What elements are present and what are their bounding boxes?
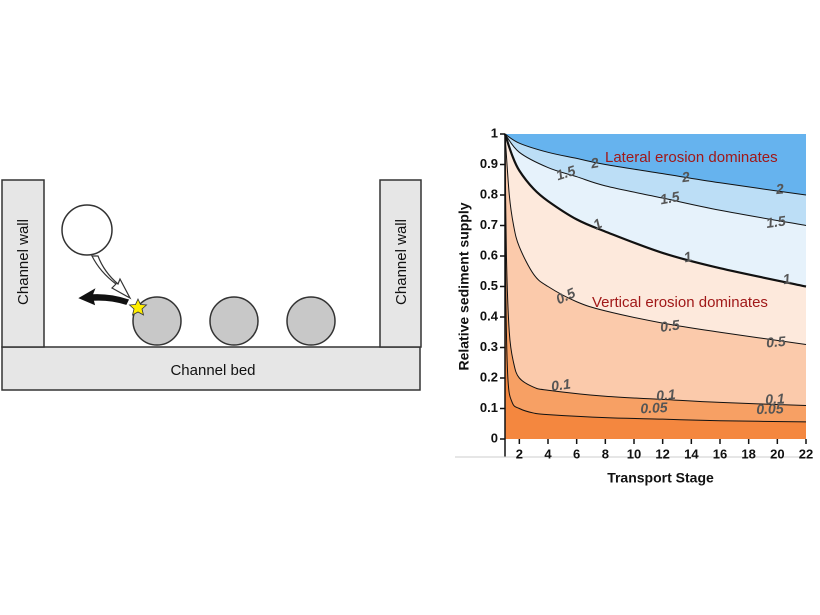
band [505,134,806,422]
grain [286,296,336,346]
y-tick-label: 0.1 [480,400,498,415]
band [505,134,806,287]
contour-line [504,133,807,196]
chart: 0.05 0.050.10.1 0.10.50.50.51111.51.51.522… [455,125,813,486]
x-tick-label: 4 [544,446,552,461]
contour-line [504,133,807,406]
impact-arrow [91,255,132,300]
contour-line [504,133,807,226]
x-tick-label: 10 [627,446,641,461]
contour-label: 0.1 [655,386,676,404]
contour-label: 0.05 [640,399,668,416]
y-tick-label: 1 [491,125,498,140]
contour-label: 1.5 [554,162,578,183]
x-tick-label: 22 [799,446,813,461]
contour-label: 1.5 [765,212,787,231]
channel-bed [1,346,421,391]
x-tick-label: 14 [684,446,699,461]
x-tick-label: 16 [713,446,727,461]
right-wall [379,179,422,348]
y-tick-label: 0.7 [480,217,498,232]
contour-label: 0.5 [553,284,578,307]
contour-line [504,133,807,345]
annotation: Vertical erosion dominates [592,294,768,311]
bed-label: Channel bed [170,362,255,379]
contour-label: 1 [782,270,792,287]
contour-label: 0.1 [550,375,572,394]
band [505,134,806,195]
diagram: Channel bed Channel wall Channel wall [1,179,422,391]
left-wall [1,179,45,348]
impact-star [128,298,148,316]
contour-label: 0.1 [765,390,785,407]
contour-label: 1 [682,248,693,265]
annotation: Lateral erosion dominates [605,149,778,166]
grain [132,296,182,346]
y-tick-label: 0.8 [480,186,498,201]
x-tick-label: 18 [741,446,755,461]
contour-label: 1.5 [659,188,681,207]
x-tick-label: 2 [516,446,523,461]
band [505,134,806,345]
contour-label: 2 [589,154,601,171]
contour-label: 2 [680,168,691,185]
y-tick-label: 0.3 [480,339,498,354]
contour-line [504,133,807,423]
x-tick-label: 12 [655,446,669,461]
left-wall-label: Channel wall [15,219,32,305]
grain [209,296,259,346]
y-tick-label: 0.5 [480,278,498,293]
contour-line [503,133,807,288]
x-tick-label: 20 [770,446,784,461]
y-tick-label: 0 [491,430,498,445]
contour-label: 0.5 [659,316,681,335]
y-tick-label: 0.6 [480,247,498,262]
x-tick-label: 6 [573,446,580,461]
x-axis-title: Transport Stage [607,470,714,486]
contour-label: 0.5 [765,333,786,351]
band [505,134,806,406]
y-tick-label: 0.2 [480,369,498,384]
contour-label: 2 [774,180,785,197]
right-wall-label: Channel wall [393,219,410,305]
y-tick-label: 0.4 [480,308,499,323]
y-tick-label: 0.9 [480,156,498,171]
contour-label: 0.05 [756,400,784,417]
y-axis-title: Relative sediment supply [456,202,472,370]
band [505,134,806,226]
x-tick-label: 8 [602,446,609,461]
falling-grain [61,204,113,256]
rebound-arrow [78,288,130,306]
